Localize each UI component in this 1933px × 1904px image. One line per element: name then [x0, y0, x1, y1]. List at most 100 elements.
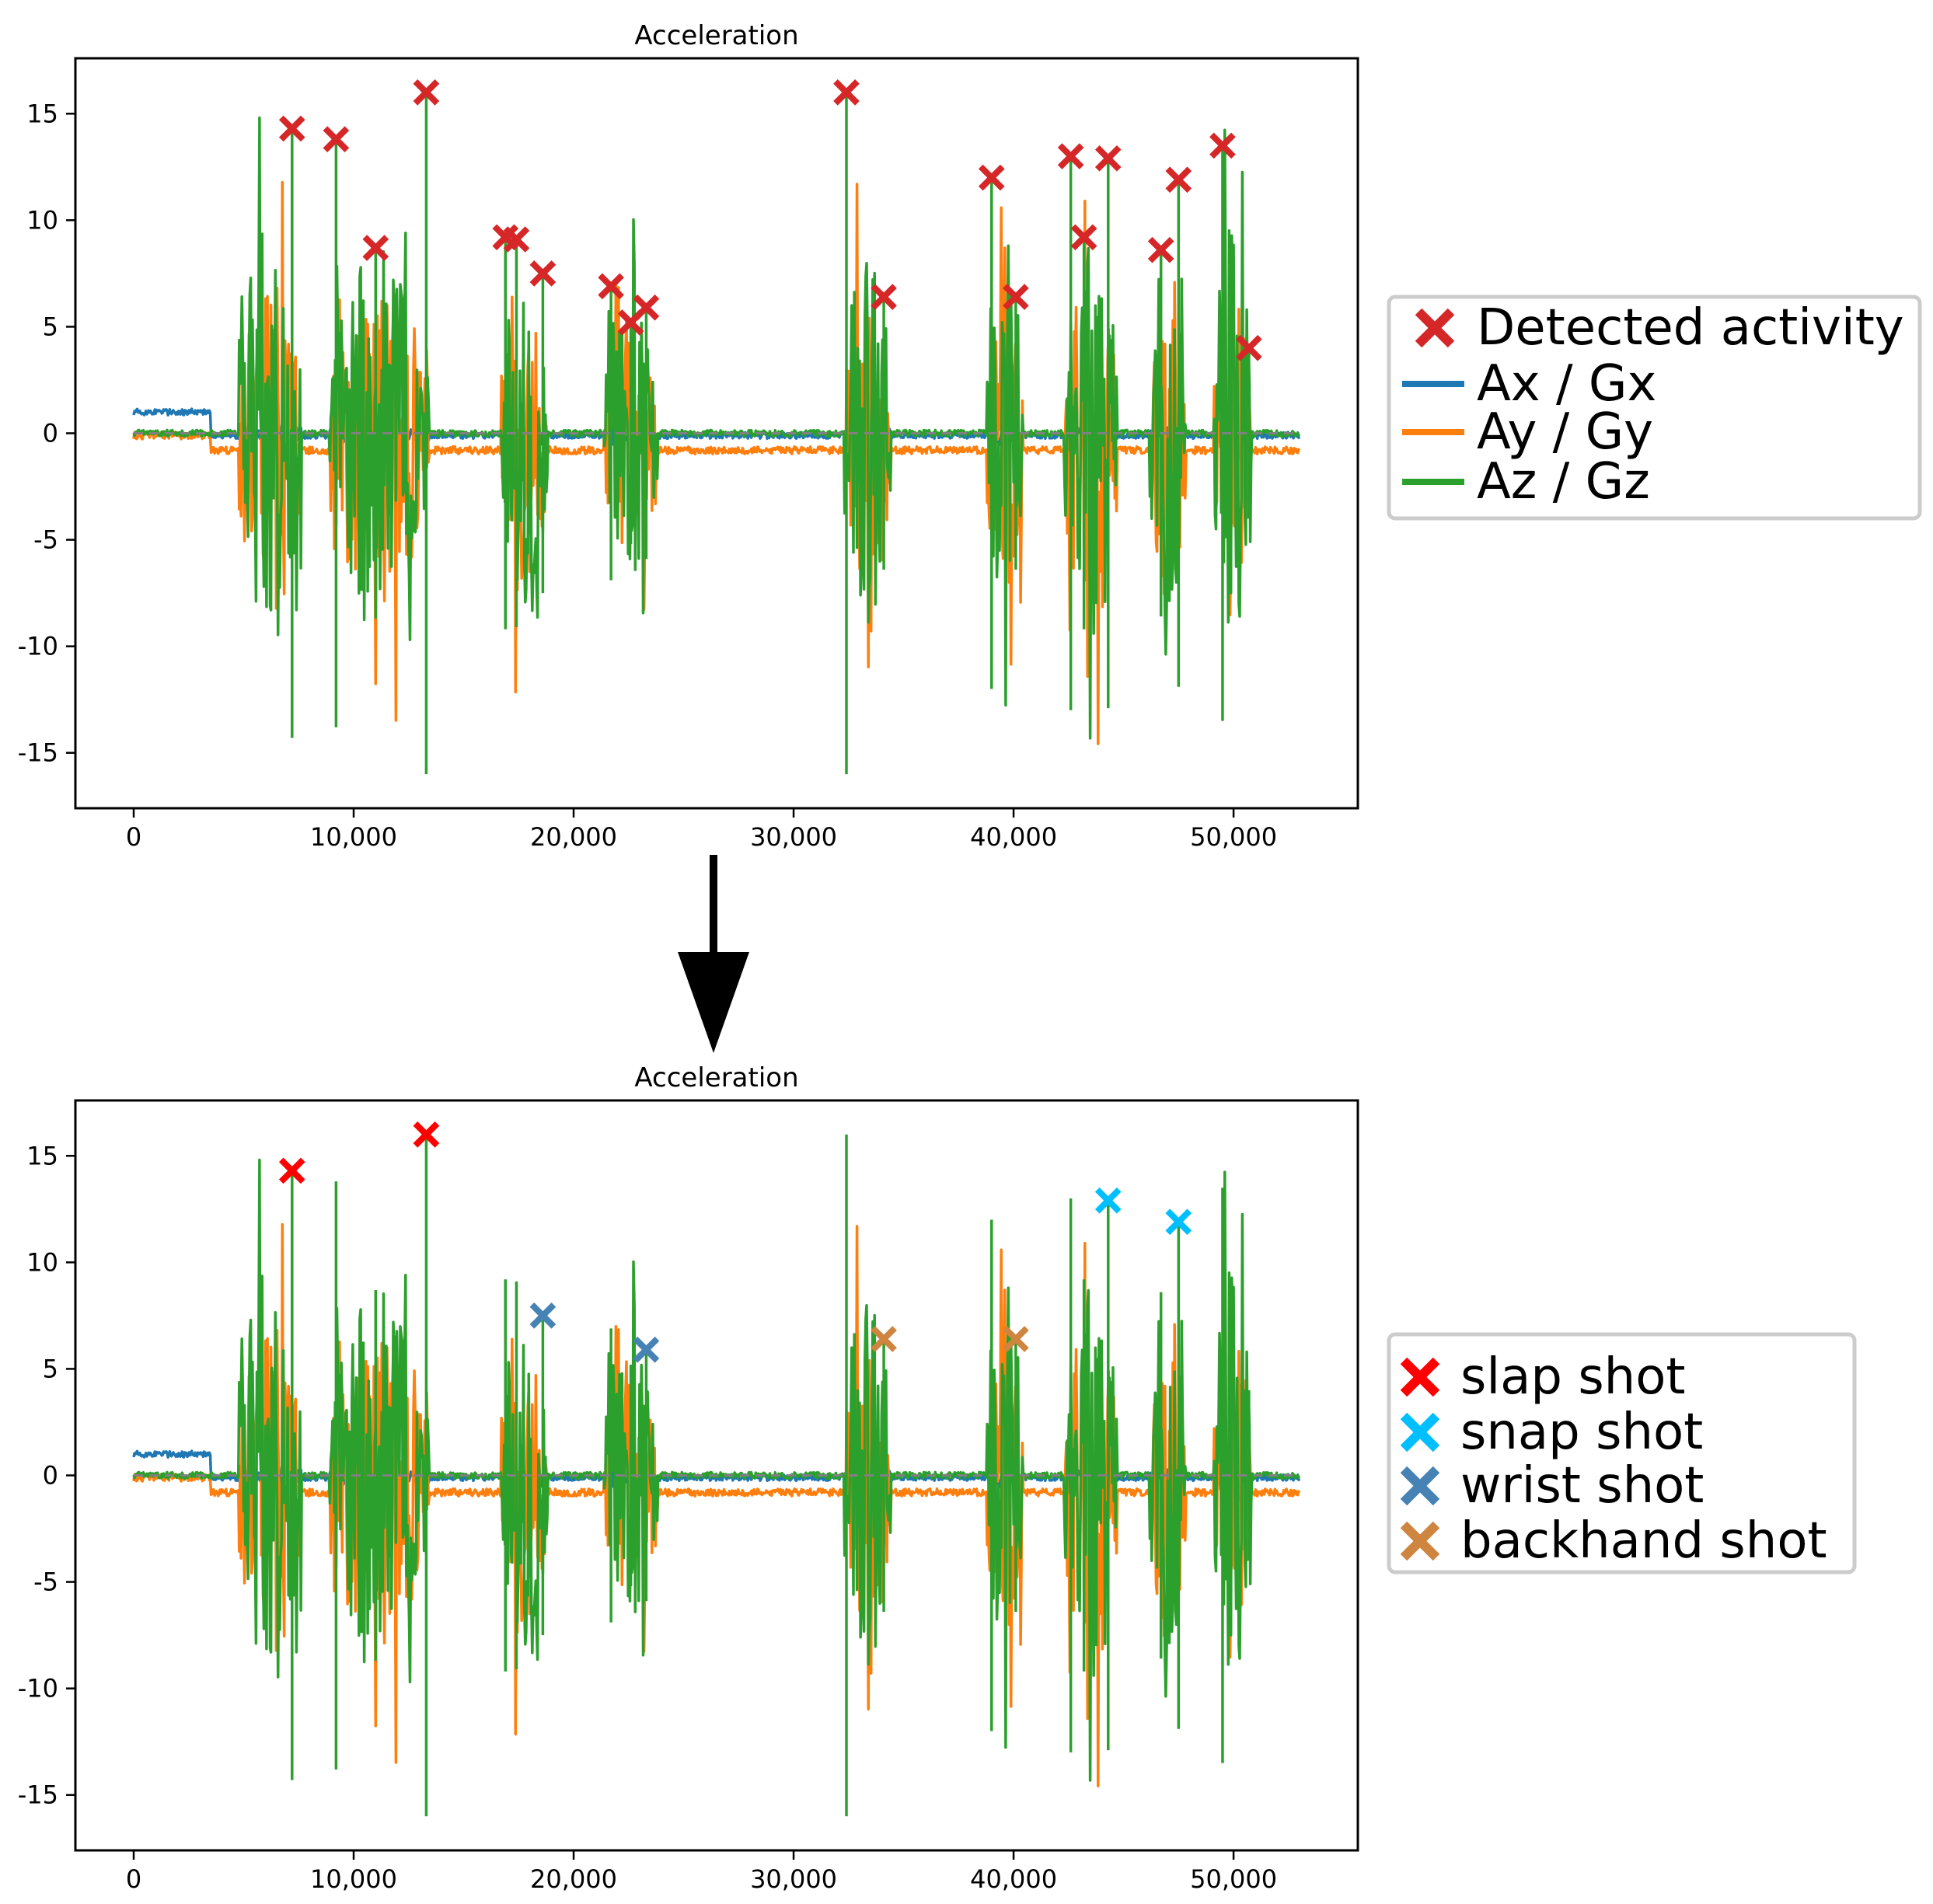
- detected-activity-marker: [871, 284, 897, 310]
- marker-stroke: [633, 294, 660, 321]
- chart-title: Acceleration: [634, 20, 798, 51]
- legend-item-ax-gx: Ax / Gx: [1402, 355, 1656, 413]
- legend-label: Detected activity: [1477, 299, 1904, 357]
- marker-stroke: [529, 260, 557, 287]
- plot-area: [132, 1121, 1301, 1817]
- chart-title: Acceleration: [634, 1062, 798, 1093]
- detected-activity-legend-icon: [1415, 308, 1455, 348]
- marker-stroke: [598, 273, 624, 300]
- series-line-ay: [132, 180, 1301, 745]
- y-tick-label: 15: [26, 99, 58, 128]
- y-tick-label: 10: [26, 1247, 58, 1277]
- marker-stroke: [871, 284, 897, 310]
- marker-stroke: [1165, 1208, 1192, 1236]
- y-tick-label: 0: [43, 419, 58, 448]
- marker-stroke: [503, 226, 530, 253]
- x-tick-label: 0: [126, 1864, 141, 1894]
- x-tick-label: 40,000: [970, 822, 1057, 852]
- detected-activity-marker: [833, 79, 860, 106]
- y-tick-label: -10: [18, 632, 58, 661]
- transition-arrow: [678, 855, 749, 1053]
- detected-activity-marker: [633, 294, 660, 321]
- y-tick-label: -5: [33, 525, 58, 555]
- x-tick-label: 30,000: [750, 1864, 837, 1894]
- bottom-panel: Acceleration 0 10,000 20,000 30,000 40,000 50,…: [18, 1062, 1359, 1894]
- top-panel: Acceleration 0 10,000 20,000 30,000 40,000 50,…: [18, 20, 1359, 852]
- marker-stroke: [1147, 236, 1174, 263]
- marker-stroke: [1057, 143, 1084, 169]
- y-tick-label: -5: [33, 1567, 58, 1597]
- legend-label: backhand shot: [1460, 1512, 1827, 1570]
- detected-activity-marker: [598, 273, 624, 300]
- detected-activity-marker: [529, 260, 557, 287]
- marker-stroke: [1415, 308, 1455, 348]
- y-tick-label: -15: [18, 738, 58, 768]
- marker-stroke: [1094, 145, 1122, 172]
- slap-shot-marker: [413, 1121, 440, 1148]
- marker-stroke: [1400, 1466, 1440, 1506]
- slap-shot-marker: [278, 1157, 305, 1184]
- slap-shot-legend-icon: [1400, 1357, 1440, 1397]
- marker-stroke: [1003, 1326, 1029, 1352]
- marker-stroke: [413, 79, 440, 106]
- marker-stroke: [1094, 1187, 1122, 1214]
- marker-stroke: [1400, 1521, 1440, 1561]
- detected-activity-marker: [278, 115, 305, 142]
- detected-activity-marker: [1147, 236, 1174, 263]
- x-tick-label: 40,000: [970, 1864, 1057, 1894]
- x-tick-label: 20,000: [530, 1864, 617, 1894]
- series-line-ay: [132, 1222, 1301, 1787]
- y-tick-label: 15: [26, 1141, 58, 1170]
- legend-item-slap-shot: slap shot: [1400, 1348, 1685, 1406]
- x-tick-label: 10,000: [310, 1864, 397, 1894]
- x-tick-label: 20,000: [530, 822, 617, 852]
- legend-item-detected-activity: Detected activity: [1415, 299, 1904, 357]
- legend-item-snap-shot: snap shot: [1400, 1404, 1703, 1461]
- legend-item-backhand-shot: backhand shot: [1400, 1512, 1827, 1570]
- series-line-ax: [132, 1449, 1301, 1491]
- series-line-az: [132, 116, 1301, 740]
- backhand-shot-legend-icon: [1400, 1521, 1440, 1561]
- legend-item-az-gz: Az / Gz: [1402, 453, 1650, 511]
- detected-activity-marker: [1165, 166, 1192, 194]
- legend-frame: [1387, 295, 1922, 521]
- x-tick-label: 10,000: [310, 822, 397, 852]
- marker-stroke: [1209, 132, 1236, 159]
- marker-stroke: [1400, 1412, 1440, 1452]
- detected-activity-marker: [362, 235, 389, 261]
- marker-stroke: [278, 1157, 305, 1184]
- wrist-shot-marker: [633, 1336, 660, 1363]
- snap-shot-marker: [1165, 1208, 1192, 1236]
- marker-stroke: [492, 224, 519, 251]
- y-tick-label: 10: [26, 205, 58, 235]
- legend-item-wrist-shot: wrist shot: [1400, 1457, 1704, 1515]
- snap-shot-marker: [1094, 1187, 1122, 1214]
- x-tick-label: 50,000: [1190, 1864, 1277, 1894]
- marker-stroke: [1236, 335, 1262, 361]
- marker-stroke: [1400, 1357, 1440, 1397]
- arrow-head: [678, 952, 749, 1053]
- x-tick-label: 50,000: [1190, 822, 1277, 852]
- y-tick-label: 5: [43, 1354, 58, 1383]
- marker-stroke: [1003, 284, 1029, 310]
- marker-stroke: [529, 1302, 557, 1329]
- marker-stroke: [833, 79, 860, 106]
- legend-label: Ax / Gx: [1477, 355, 1656, 413]
- detected-activity-marker: [413, 79, 440, 106]
- marker-stroke: [871, 1326, 897, 1352]
- marker-stroke: [278, 115, 305, 142]
- marker-stroke: [633, 1336, 660, 1363]
- detected-activity-marker: [503, 226, 530, 253]
- legend-label: Ay / Gy: [1477, 403, 1653, 461]
- legend-frame: [1387, 1332, 1857, 1574]
- detected-activity-marker: [1236, 335, 1262, 361]
- x-tick-label: 0: [126, 822, 141, 852]
- plot-area: [132, 79, 1301, 775]
- legend-label: snap shot: [1460, 1404, 1703, 1461]
- detected-activity-marker: [1094, 145, 1122, 172]
- marker-stroke: [1070, 224, 1097, 251]
- backhand-shot-marker: [1003, 1326, 1029, 1352]
